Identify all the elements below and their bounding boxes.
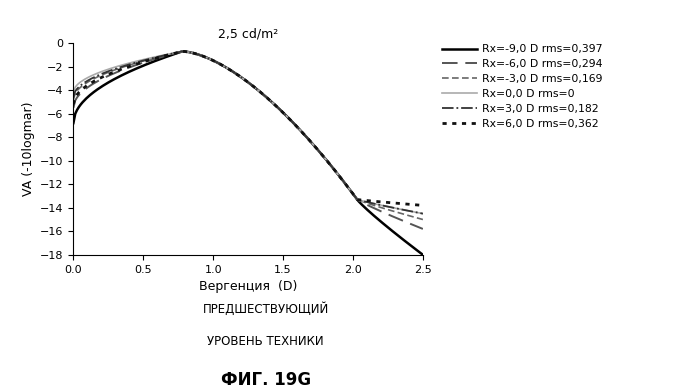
- Text: ПРЕДШЕСТВУЮЩИЙ: ПРЕДШЕСТВУЮЩИЙ: [203, 303, 329, 316]
- X-axis label: Вергенция  (D): Вергенция (D): [199, 280, 297, 293]
- Text: ФИГ. 19G: ФИГ. 19G: [221, 371, 310, 389]
- Y-axis label: VA (-10logmar): VA (-10logmar): [22, 102, 35, 196]
- Title: 2,5 cd/m²: 2,5 cd/m²: [218, 27, 278, 40]
- Text: УРОВЕНЬ ТЕХНИКИ: УРОВЕНЬ ТЕХНИКИ: [208, 334, 324, 348]
- Legend: Rx=-9,0 D rms=0,397, Rx=-6,0 D rms=0,294, Rx=-3,0 D rms=0,169, Rx=0,0 D rms=0, R: Rx=-9,0 D rms=0,397, Rx=-6,0 D rms=0,294…: [442, 44, 603, 129]
